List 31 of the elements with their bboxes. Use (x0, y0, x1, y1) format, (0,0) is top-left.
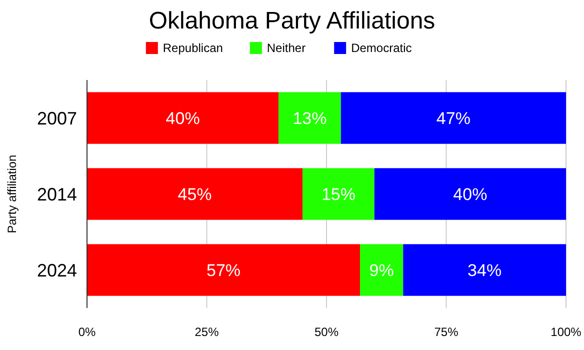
data-label: 57% (206, 260, 241, 280)
data-label: 47% (436, 108, 470, 128)
data-label: 13% (292, 108, 327, 128)
y-tick-label: 2007 (36, 108, 77, 128)
y-tick-label: 2024 (36, 260, 77, 280)
data-label: 45% (178, 184, 212, 204)
x-tick-label: 0% (78, 325, 96, 340)
data-label: 40% (453, 184, 488, 204)
data-label: 40% (166, 108, 200, 128)
legend-label: Democratic (351, 41, 412, 56)
bar (403, 244, 566, 296)
bar (278, 92, 341, 144)
bar (340, 92, 566, 144)
bar (374, 168, 566, 220)
data-label: 15% (321, 184, 356, 204)
x-tick-label: 75% (434, 325, 459, 340)
data-label: 9% (369, 260, 394, 280)
chart-title: Oklahoma Party Affiliations (148, 7, 436, 34)
y-tick-label: 2014 (36, 184, 77, 204)
bar (87, 244, 360, 296)
legend-label: Neither (266, 41, 306, 56)
legend-label: Republican (162, 41, 223, 56)
x-tick-label: 25% (194, 325, 220, 340)
y-axis-title: Party affiliation (5, 154, 19, 234)
bar (87, 92, 279, 144)
x-tick-label: 50% (314, 325, 339, 340)
x-tick-label: 100% (550, 325, 582, 340)
bar (302, 168, 374, 220)
data-label: 34% (468, 260, 502, 280)
bar (360, 244, 404, 296)
bar (87, 168, 303, 220)
